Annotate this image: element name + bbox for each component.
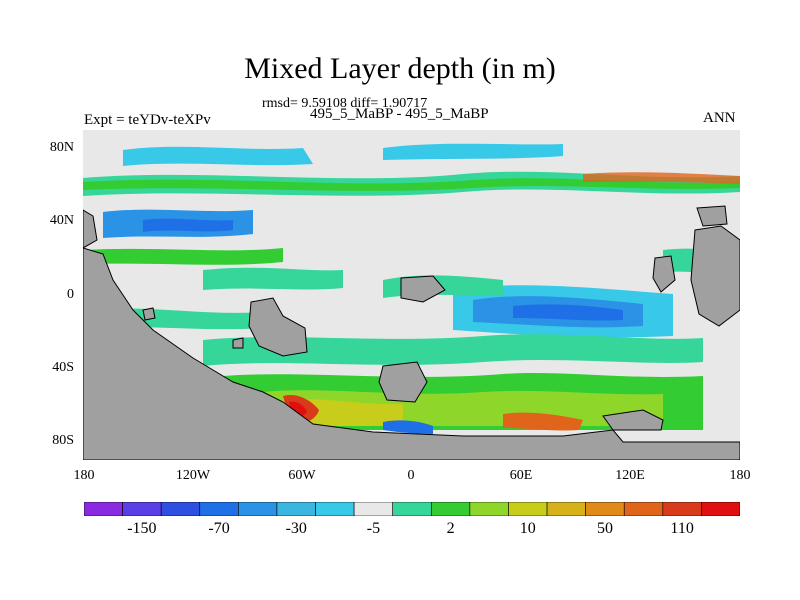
land-masses xyxy=(83,205,740,460)
colorbar-swatch xyxy=(276,502,316,516)
colorbar-label: -5 xyxy=(366,520,381,537)
chart-title: Mixed Layer depth (in m) xyxy=(244,52,556,85)
x-tick-label: 60E xyxy=(509,468,533,483)
colorbar-swatch xyxy=(701,502,740,516)
colorbar-swatch xyxy=(84,502,123,516)
y-tick-label: 80N xyxy=(49,140,74,155)
experiment-label: Expt = teYDv-teXPv xyxy=(84,112,211,128)
colorbar-swatch xyxy=(623,502,664,516)
field-patches xyxy=(83,143,740,434)
case-label: 495_5_MaBP - 495_5_MaBP xyxy=(310,106,489,122)
y-tick-label: 40S xyxy=(52,360,74,375)
y-tick-label: 80S xyxy=(52,433,74,448)
colorbar-swatch xyxy=(238,502,278,516)
colorbar-swatch xyxy=(392,502,432,516)
colorbar-swatch xyxy=(199,502,239,516)
colorbar-swatch xyxy=(315,502,355,516)
colorbar-label: -70 xyxy=(208,520,230,537)
colorbar-label: 110 xyxy=(670,520,694,537)
x-tick-label: 60W xyxy=(288,468,316,483)
colorbar-swatch xyxy=(122,502,162,516)
map-plot xyxy=(83,130,740,460)
y-tick-label: 40N xyxy=(49,213,74,228)
colorbar-swatch xyxy=(662,502,702,516)
x-tick-label: 0 xyxy=(407,468,415,483)
y-tick-label: 0 xyxy=(67,287,74,302)
colorbar-swatch xyxy=(546,502,586,516)
x-tick-label: 180 xyxy=(73,468,95,483)
colorbar-swatch xyxy=(508,502,548,516)
colorbar-label: -150 xyxy=(127,520,157,537)
x-tick-label: 180 xyxy=(729,468,751,483)
x-tick-label: 120W xyxy=(175,468,211,483)
chart-subtitle: rmsd= 9.59108 diff= 1.90717 xyxy=(262,96,428,111)
period-label: ANN xyxy=(703,110,736,126)
colorbar-swatch xyxy=(585,502,625,516)
colorbar xyxy=(84,502,740,516)
colorbar-swatch xyxy=(430,502,471,516)
colorbar-swatch xyxy=(160,502,201,516)
colorbar-swatch xyxy=(469,502,509,516)
colorbar-label: 10 xyxy=(519,520,536,537)
colorbar-label: 2 xyxy=(446,520,455,537)
colorbar-label: -30 xyxy=(285,520,307,537)
colorbar-label: 50 xyxy=(596,520,613,537)
colorbar-swatch xyxy=(353,502,394,516)
x-tick-label: 120E xyxy=(615,468,645,483)
